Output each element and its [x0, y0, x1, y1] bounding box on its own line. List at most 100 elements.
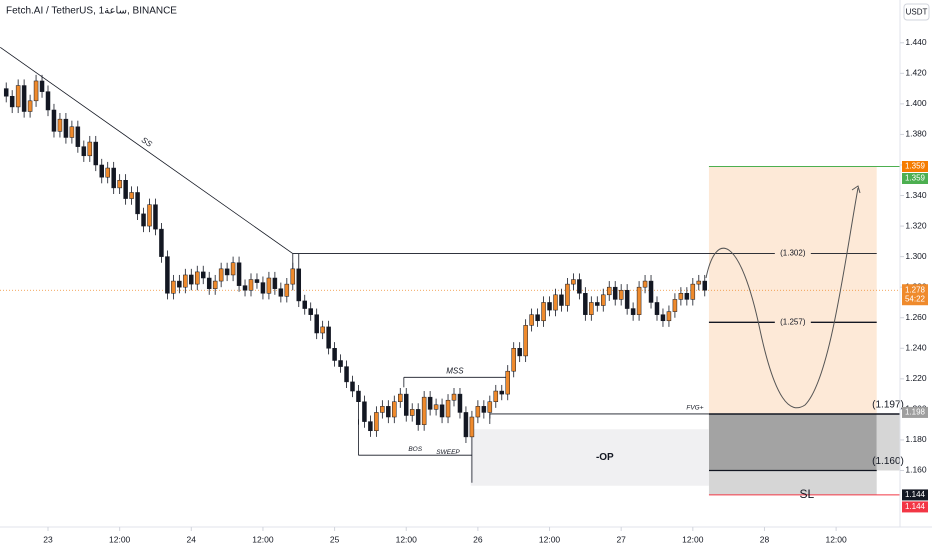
- candle-body: [398, 393, 403, 402]
- projection-arrow: [851, 185, 861, 194]
- y-tick-label: 1.420: [905, 68, 927, 78]
- candle-body: [403, 393, 409, 416]
- y-tick-label: 1.260: [905, 312, 927, 322]
- price-tag-label: 1.144: [905, 490, 926, 499]
- currency-box[interactable]: [903, 3, 930, 21]
- x-tick-label: 12:00: [396, 534, 418, 544]
- candle-body: [529, 314, 534, 326]
- candle-body: [15, 85, 21, 108]
- price-tag-label: 1.144: [905, 502, 926, 511]
- candle-body: [75, 126, 81, 147]
- candle-body: [21, 85, 27, 112]
- candle-body: [469, 416, 475, 438]
- countdown: 54:22: [905, 294, 926, 303]
- candle-body: [386, 406, 391, 418]
- x-tick-label: 24: [187, 534, 197, 544]
- y-tick-label: 1.220: [905, 373, 927, 383]
- candle-body: [302, 300, 307, 309]
- y-tick-label: 1.300: [905, 251, 927, 261]
- candle-body: [105, 167, 110, 178]
- candle-body: [439, 404, 445, 418]
- candle-body: [332, 348, 337, 361]
- x-tick-label: 12:00: [682, 534, 704, 544]
- candle-body: [475, 406, 481, 418]
- candle-body: [308, 308, 313, 315]
- candle-body: [39, 80, 45, 92]
- candle-body: [63, 118, 69, 138]
- x-tick-label: 12:00: [539, 534, 561, 544]
- candle-body: [499, 390, 505, 395]
- candle-body: [421, 396, 427, 425]
- candle-body: [511, 348, 516, 372]
- candle-body: [415, 409, 421, 425]
- y-tick-label: 1.240: [905, 343, 927, 353]
- x-tick-label: 25: [330, 534, 340, 544]
- candle-body: [601, 294, 606, 306]
- candle-body: [595, 302, 600, 306]
- candle-body: [463, 412, 469, 438]
- candle-body: [553, 294, 558, 311]
- candle-body: [541, 302, 546, 322]
- x-tick-label: 12:00: [252, 534, 274, 544]
- price-tag: [902, 173, 928, 185]
- candle-body: [606, 286, 612, 296]
- candle-body: [218, 268, 224, 282]
- candle-body: [69, 126, 75, 138]
- candle-body: [666, 311, 672, 322]
- candle-body: [206, 277, 212, 289]
- candle-body: [374, 412, 379, 432]
- candle-body: [278, 288, 284, 297]
- candle-body: [260, 282, 266, 294]
- candle-body: [33, 80, 39, 102]
- candle-body: [535, 314, 540, 322]
- candle-body: [123, 179, 128, 199]
- candle-body: [409, 409, 415, 416]
- price-tag: [902, 406, 928, 418]
- y-tick-label: 1.180: [905, 434, 927, 444]
- candle-body: [129, 192, 134, 199]
- candle-body: [589, 302, 594, 315]
- candle-body: [159, 228, 164, 257]
- x-tick-label: 12:00: [109, 534, 131, 544]
- candle-body: [624, 289, 630, 309]
- candle-body: [457, 393, 463, 413]
- candle-body: [630, 308, 636, 315]
- currency[interactable]: USDT: [906, 8, 928, 17]
- candle-body: [290, 268, 296, 285]
- candle-body: [230, 262, 236, 276]
- candle-body: [654, 302, 660, 315]
- order-block-label: -OP: [596, 452, 614, 463]
- candle-body: [660, 314, 666, 322]
- candle-body: [272, 277, 278, 289]
- candle-body: [690, 283, 696, 300]
- candle-body: [702, 280, 708, 291]
- candle-body: [189, 274, 194, 285]
- structure-label: MSS: [446, 366, 464, 375]
- level-label: (1.302): [780, 249, 806, 258]
- candle-body: [684, 293, 690, 300]
- candle-body: [487, 401, 493, 413]
- candle-body: [362, 401, 367, 422]
- candle-body: [451, 393, 457, 401]
- structure-label: FVG+: [686, 405, 703, 412]
- x-tick-label: 26: [473, 534, 483, 544]
- price-tag-label: 1.359: [905, 174, 926, 183]
- candle-body: [242, 285, 248, 291]
- candle-body: [248, 279, 254, 291]
- candle-body: [481, 406, 487, 413]
- candle-body: [99, 164, 104, 178]
- candle-body: [87, 141, 93, 157]
- x-tick-label: 23: [43, 534, 53, 544]
- candle-body: [583, 293, 588, 315]
- candle-body: [93, 141, 99, 166]
- y-tick-label: 1.160: [905, 465, 927, 475]
- candle-body: [314, 314, 319, 334]
- entry-label: (1.197): [872, 400, 904, 411]
- candle-body: [392, 401, 397, 418]
- candle-body: [153, 204, 158, 230]
- candle-body: [266, 277, 272, 294]
- stop-inner-zone: [708, 413, 877, 471]
- candle-body: [350, 381, 355, 392]
- candle-body: [171, 280, 176, 294]
- candle-body: [636, 286, 642, 315]
